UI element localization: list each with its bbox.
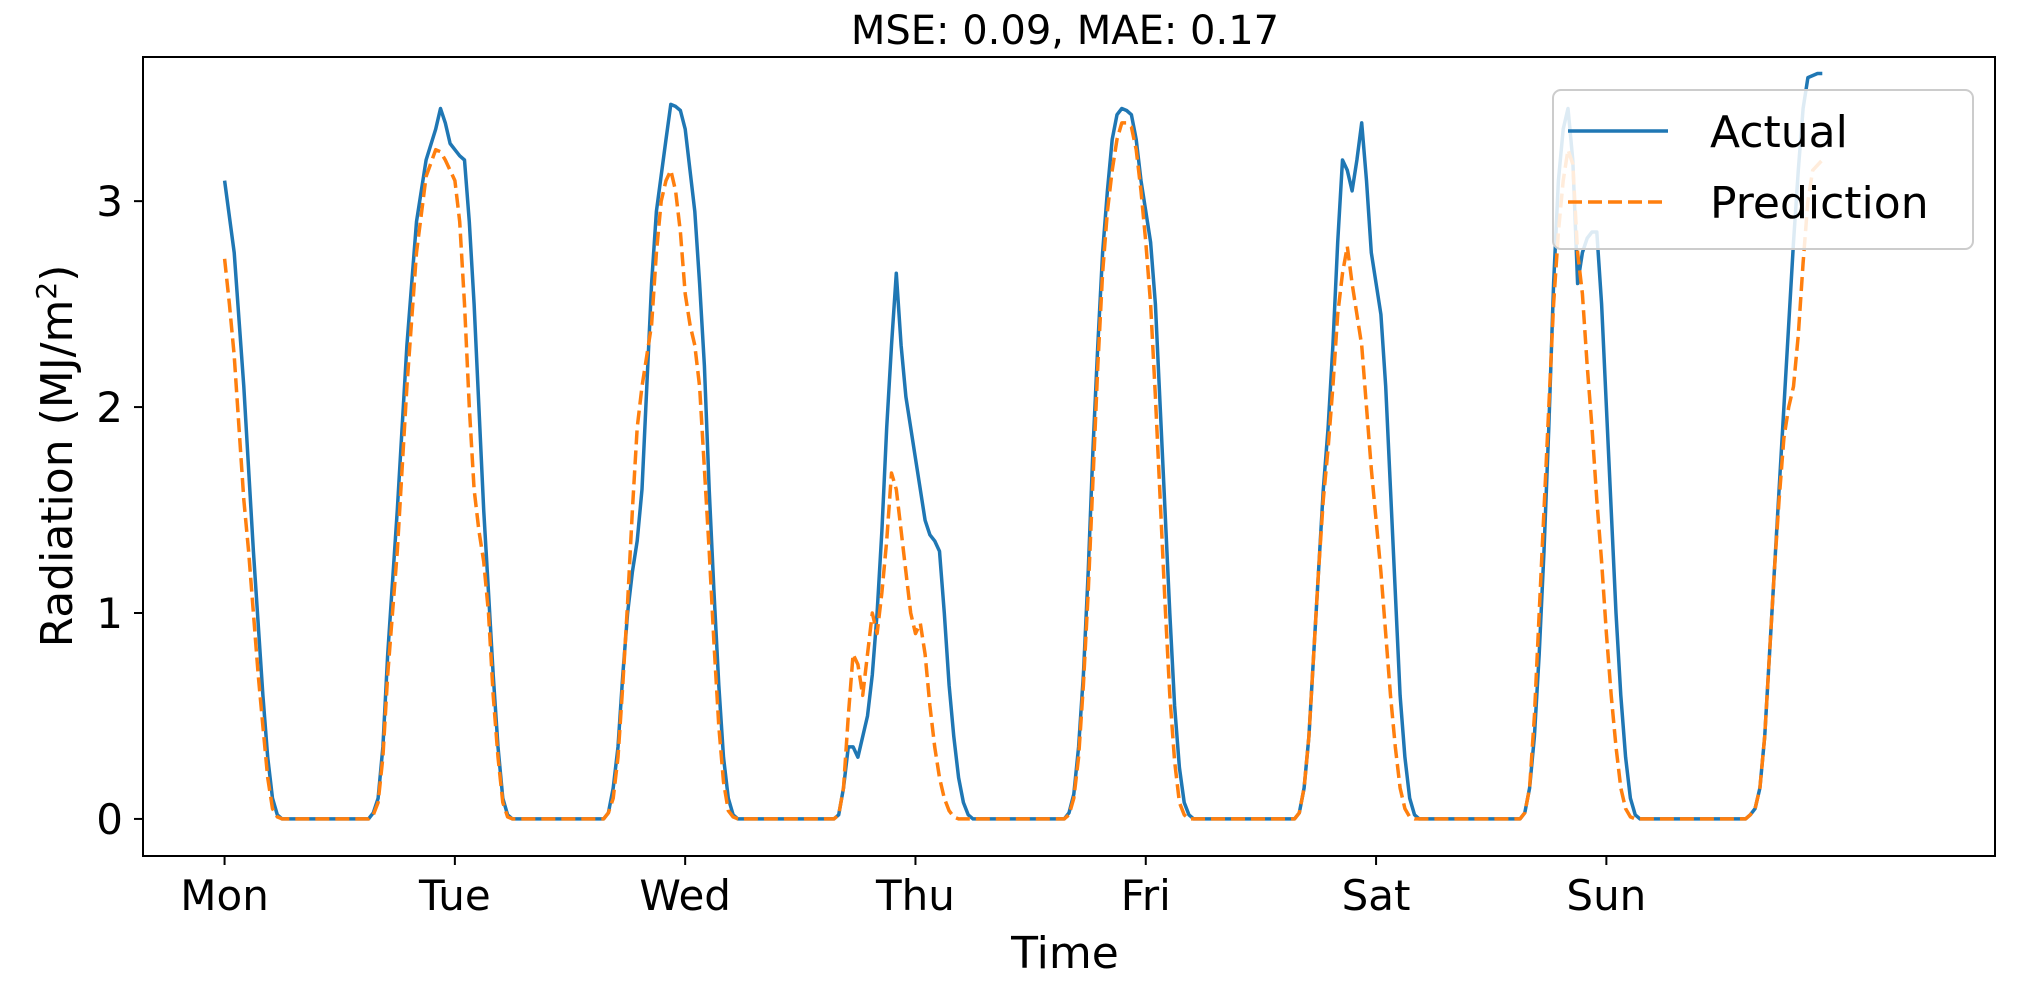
chart-title: MSE: 0.09, MAE: 0.17 [851,8,1279,54]
legend-label-prediction: Prediction [1710,178,1929,229]
y-tick-label: 2 [96,383,123,432]
x-tick-label: Sat [1342,871,1411,920]
y-tick-label: 0 [96,795,123,844]
x-tick-label: Sun [1566,871,1646,920]
y-axis-label-text: Radiation (MJ/m [32,300,83,648]
y-axis-ticks: 0 1 2 3 [96,177,143,844]
x-tick-label: Wed [639,871,731,920]
y-axis-label-close: ) [32,265,83,282]
y-tick-label: 3 [96,177,123,226]
y-tick-label: 1 [96,589,123,638]
x-axis-label: Time [1010,928,1119,979]
plot-frame [142,56,1996,857]
x-tick-label: Mon [180,871,269,920]
x-axis-ticks: Mon Tue Wed Thu Fri Sat Sun [180,856,1646,920]
x-tick-label: Thu [875,871,955,920]
legend-label-actual: Actual [1710,107,1848,158]
y-axis-label-superscript: 2 [30,282,63,300]
y-axis-label: Radiation (MJ/m2) [30,265,83,648]
x-tick-label: Tue [418,871,491,920]
x-tick-label: Fri [1121,871,1171,920]
legend: Actual Prediction [1552,89,1974,250]
